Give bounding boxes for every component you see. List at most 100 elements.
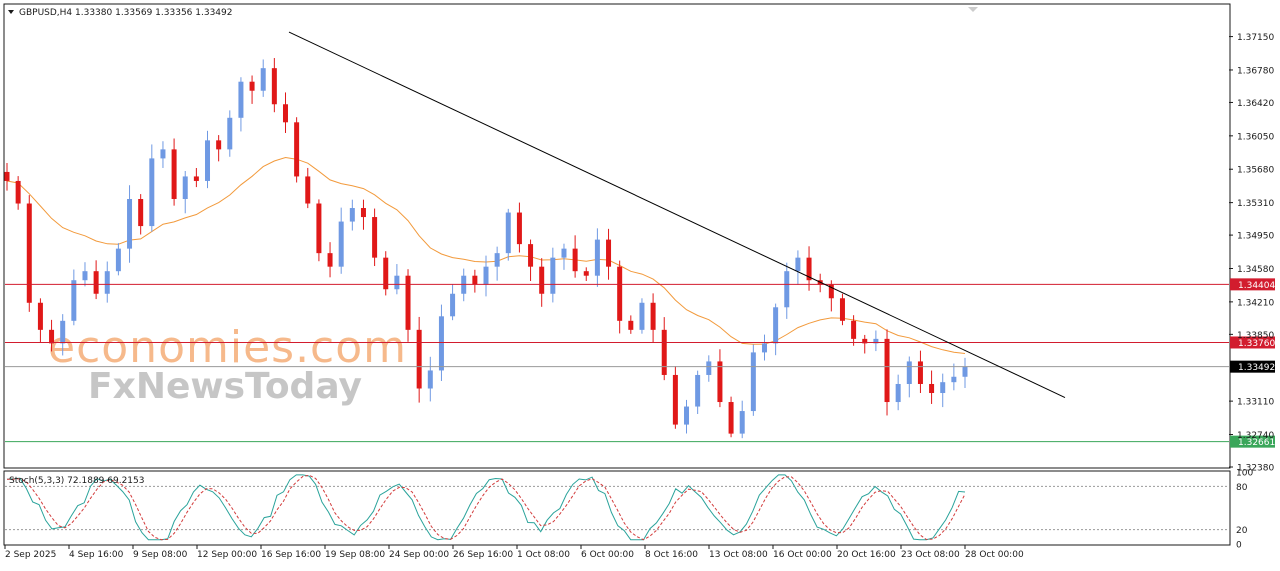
stoch-signal-line	[6, 474, 966, 541]
candle	[761, 334, 767, 361]
candle	[26, 195, 32, 312]
candle-body	[951, 376, 957, 383]
candle	[828, 280, 834, 312]
candle	[516, 202, 522, 253]
candle-body	[940, 382, 946, 394]
candle-body	[706, 361, 712, 375]
candle-body	[617, 266, 623, 321]
time-tick-label: 8 Oct 16:00	[645, 550, 698, 560]
candle-body	[82, 271, 88, 281]
watermark-line1: economies.com	[48, 322, 407, 373]
candle	[706, 355, 712, 382]
candle-body	[316, 203, 322, 254]
scroll-marker-icon[interactable]	[968, 7, 978, 12]
candle-body	[372, 217, 378, 258]
candle-body	[717, 361, 723, 403]
candle	[951, 363, 957, 391]
candle	[160, 141, 166, 168]
candle-body	[483, 266, 489, 285]
candle	[684, 399, 690, 434]
candle	[572, 235, 578, 278]
candle	[305, 167, 311, 209]
candle	[617, 260, 623, 334]
time-tick-label: 4 Sep 16:00	[69, 550, 124, 560]
dropdown-triangle-icon[interactable]	[8, 10, 14, 14]
candle	[338, 207, 344, 274]
candle-body	[539, 266, 545, 294]
candle-body	[327, 253, 333, 267]
candle-body	[884, 338, 890, 403]
candle-body	[26, 203, 32, 303]
candle-body	[227, 117, 233, 150]
price-tick-label: 1.34210	[1237, 298, 1274, 308]
candle-body	[672, 374, 678, 425]
stoch-tick-label: 20	[1236, 526, 1248, 536]
symbol-info: GBPUSD,H4 1.33380 1.33569 1.33356 1.3349…	[19, 8, 232, 18]
candle-body	[606, 239, 612, 267]
candle-body	[4, 171, 10, 181]
candle-body	[182, 176, 188, 200]
candle	[472, 269, 478, 293]
symbol-header[interactable]: GBPUSD,H4 1.33380 1.33569 1.33356 1.3349…	[8, 8, 232, 18]
candle	[851, 315, 857, 346]
candle-body	[639, 302, 645, 330]
candle	[784, 262, 790, 319]
candle	[416, 316, 422, 403]
candle-body	[828, 284, 834, 299]
candle	[661, 317, 667, 381]
candle	[383, 251, 389, 296]
main-chart-frame	[3, 3, 1231, 469]
candle	[561, 243, 567, 270]
candle	[115, 243, 121, 276]
time-tick-label: 19 Sep 08:00	[325, 550, 385, 560]
candle-body	[929, 383, 935, 394]
price-level-label: 1.33492	[1238, 363, 1275, 373]
candle-body	[216, 140, 222, 150]
time-tick-label: 24 Sep 00:00	[389, 550, 449, 560]
candle	[49, 319, 55, 352]
candle-body	[839, 298, 845, 321]
watermark-line2: FxNewsToday	[88, 366, 362, 407]
stoch-panel-frame	[3, 470, 1231, 546]
candle-body	[583, 271, 589, 276]
time-axis: 2 Sep 2025 4 Sep 16:00 9 Sep 08:00 12 Sep 0…	[4, 545, 1024, 560]
candle	[528, 239, 534, 282]
candle-body	[37, 302, 43, 330]
candle-body	[416, 329, 422, 389]
candle	[271, 58, 277, 113]
candle-body	[138, 199, 144, 227]
candle	[672, 366, 678, 429]
candle-body	[784, 271, 790, 308]
candle	[15, 176, 21, 210]
stoch-tick-label: 80	[1236, 483, 1248, 493]
candle-body	[851, 320, 857, 339]
time-tick-label: 6 Oct 00:00	[581, 550, 634, 560]
candle-body	[862, 338, 868, 344]
candle	[227, 110, 233, 157]
candle-body	[728, 402, 734, 434]
candle-body	[494, 253, 500, 267]
descending-trendline[interactable]	[288, 31, 1066, 398]
candle	[940, 373, 946, 408]
candle	[104, 261, 110, 303]
candle-body	[438, 316, 444, 371]
time-tick-label: 16 Sep 16:00	[261, 550, 321, 560]
candle	[71, 269, 77, 326]
candle	[294, 117, 300, 183]
candle	[249, 75, 255, 104]
stoch-layer: 100 80 20 0	[5, 469, 1253, 551]
candle-body	[650, 302, 656, 330]
candle	[917, 350, 923, 393]
time-tick-label: 2 Sep 2025	[5, 550, 56, 560]
candle	[327, 242, 333, 278]
candle	[394, 264, 400, 295]
candle	[4, 163, 10, 191]
candle-body	[15, 180, 21, 204]
candle	[594, 228, 600, 287]
candle	[360, 199, 366, 230]
price-tick-label: 1.33850	[1237, 331, 1274, 341]
candle-body	[238, 81, 244, 118]
candle-body	[906, 361, 912, 384]
candle	[750, 344, 756, 416]
